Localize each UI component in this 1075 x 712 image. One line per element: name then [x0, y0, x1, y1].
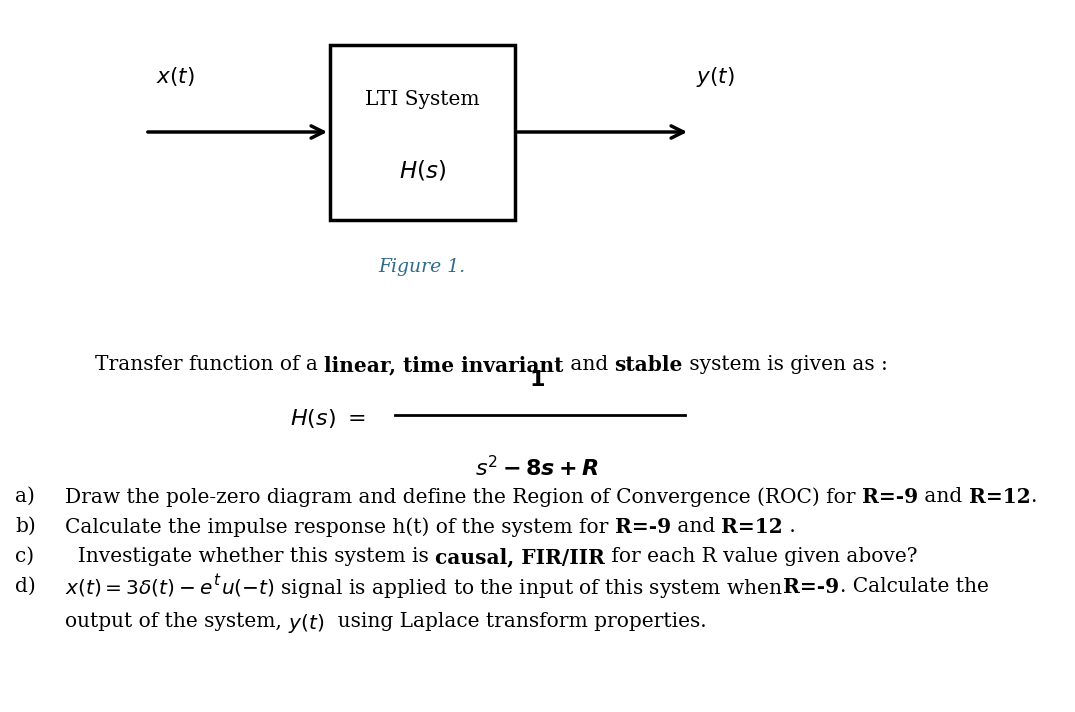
Text: R=-9: R=-9 — [784, 577, 840, 597]
Text: $\mathbf{1}$: $\mathbf{1}$ — [529, 370, 545, 390]
Text: causal, FIR/IIR: causal, FIR/IIR — [435, 547, 605, 567]
Text: and: and — [563, 355, 614, 374]
Text: $u(-t)$ signal is applied to the input of this system when: $u(-t)$ signal is applied to the input o… — [221, 577, 784, 600]
Text: Draw the pole-zero diagram and define the Region of Convergence (ROC) for: Draw the pole-zero diagram and define th… — [64, 487, 862, 507]
Text: Transfer function of a: Transfer function of a — [95, 355, 325, 374]
Text: $\boldsymbol{s^2 - 8s + R}$: $\boldsymbol{s^2 - 8s + R}$ — [475, 455, 599, 480]
Text: R=-9: R=-9 — [862, 487, 918, 507]
Text: LTI System: LTI System — [364, 90, 479, 109]
Text: for each R value given above?: for each R value given above? — [605, 547, 917, 566]
Text: . Calculate the: . Calculate the — [840, 577, 989, 596]
Text: d): d) — [15, 577, 35, 596]
Text: R=12: R=12 — [721, 517, 783, 537]
Text: $t$: $t$ — [213, 572, 221, 588]
Text: b): b) — [15, 517, 35, 536]
Text: .: . — [783, 517, 796, 536]
Text: a): a) — [15, 487, 34, 506]
Text: and: and — [918, 487, 969, 506]
Text: Figure 1.: Figure 1. — [378, 258, 465, 276]
Text: R=12: R=12 — [969, 487, 1030, 507]
Text: $\boldsymbol{\mathit{y(t)}}$: $\boldsymbol{\mathit{y(t)}}$ — [696, 65, 734, 89]
Text: $x(t) = 3\delta(t)-e$: $x(t) = 3\delta(t)-e$ — [64, 577, 213, 598]
Text: .: . — [1030, 487, 1036, 506]
Text: R=-9: R=-9 — [615, 517, 671, 537]
Text: and: and — [671, 517, 721, 536]
Text: $\boldsymbol{\mathit{H(s)}}$: $\boldsymbol{\mathit{H(s)}}$ — [399, 158, 445, 182]
Text: $\boldsymbol{\mathit{x(t)}}$: $\boldsymbol{\mathit{x(t)}}$ — [156, 65, 195, 88]
Text: Calculate the impulse response h(t) of the system for: Calculate the impulse response h(t) of t… — [64, 517, 615, 537]
Text: $\boldsymbol{\mathit{H}}$$\boldsymbol{\mathit{(s)}}$ $=$: $\boldsymbol{\mathit{H}}$$\boldsymbol{\m… — [290, 407, 372, 429]
Bar — [330, 45, 515, 220]
Text: $y(t)$: $y(t)$ — [288, 612, 325, 635]
Text: Investigate whether this system is: Investigate whether this system is — [64, 547, 435, 566]
Text: using Laplace transform properties.: using Laplace transform properties. — [325, 612, 706, 631]
Text: system is given as :: system is given as : — [683, 355, 888, 374]
Text: linear, time invariant: linear, time invariant — [325, 355, 563, 375]
Text: c): c) — [15, 547, 34, 566]
Text: output of the system,: output of the system, — [64, 612, 288, 631]
Text: stable: stable — [614, 355, 683, 375]
